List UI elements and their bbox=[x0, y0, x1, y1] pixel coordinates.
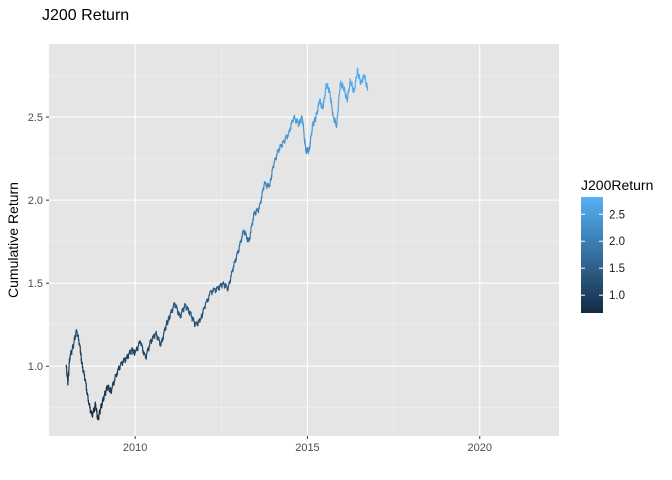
plot-panel bbox=[49, 44, 559, 436]
legend-tick-label: 1.5 bbox=[609, 263, 625, 275]
x-tick-label: 2015 bbox=[295, 442, 319, 454]
chart-title: J200 Return bbox=[42, 7, 129, 24]
legend-tick-label: 2.0 bbox=[609, 236, 625, 248]
y-tick-label: 1.5 bbox=[28, 278, 43, 290]
minor-gridlines bbox=[48, 44, 559, 436]
y-axis-title: Cumulative Return bbox=[5, 182, 21, 298]
series-line-group bbox=[65, 67, 369, 421]
x-tick-label: 2010 bbox=[123, 442, 147, 454]
legend-ticks: 1.0 1.5 2.0 2.5 bbox=[581, 209, 625, 302]
y-tick-label: 1.0 bbox=[28, 361, 43, 373]
x-tick-label: 2020 bbox=[468, 442, 492, 454]
y-tick-label: 2.0 bbox=[28, 195, 43, 207]
legend-title: J200Return bbox=[581, 177, 653, 193]
legend-colorbar bbox=[581, 197, 603, 313]
legend-tick-label: 2.5 bbox=[609, 209, 625, 221]
y-axis: 1.0 1.5 2.0 2.5 bbox=[28, 112, 49, 373]
x-axis: 2010 2015 2020 bbox=[123, 436, 492, 454]
legend: J200Return 1.0 1.5 2.0 2.5 bbox=[581, 177, 653, 313]
major-gridlines bbox=[49, 44, 559, 436]
series-line-segment bbox=[215, 286, 218, 292]
legend-tick-label: 1.0 bbox=[609, 290, 625, 302]
y-tick-label: 2.5 bbox=[28, 112, 43, 124]
